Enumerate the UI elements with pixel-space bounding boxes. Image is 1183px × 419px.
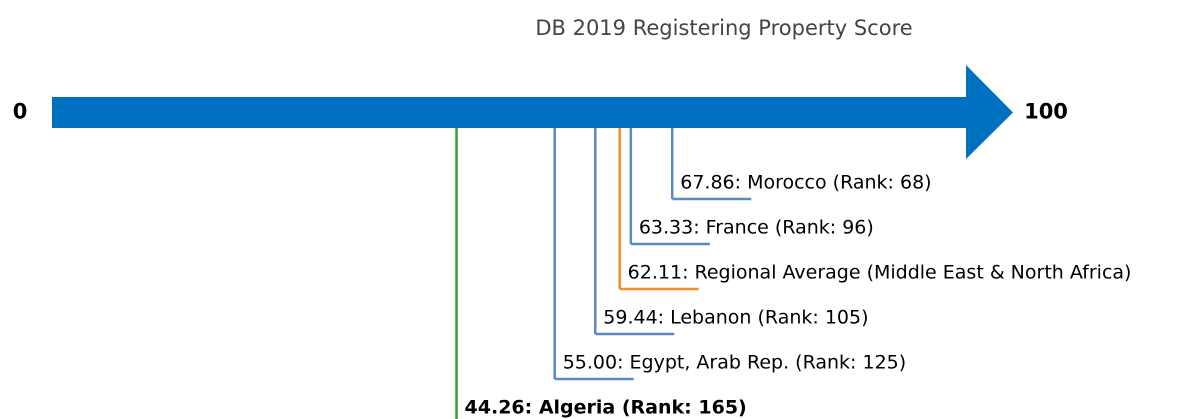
entry-label: 44.26: Algeria (Rank: 165) [465,397,747,419]
axis-arrow [52,65,1013,159]
entry-label: 59.44: Lebanon (Rank: 105) [603,307,868,329]
entry-label: 62.11: Regional Average (Middle East & N… [628,262,1132,284]
entry-label: 55.00: Egypt, Arab Rep. (Rank: 125) [563,352,906,374]
chart-title: DB 2019 Registering Property Score [535,16,912,40]
tick-label: 100 [1024,100,1068,124]
tick-label: 0 [13,100,28,124]
entry-label: 63.33: France (Rank: 96) [639,217,874,239]
entry-label: 67.86: Morocco (Rank: 68) [680,172,931,194]
